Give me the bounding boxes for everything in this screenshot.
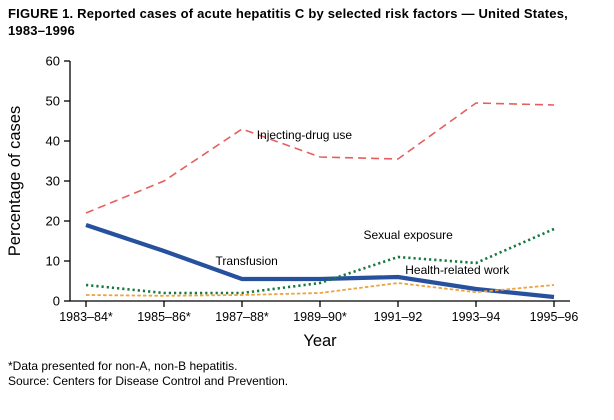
figure-title: FIGURE 1. Reported cases of acute hepati… [8,6,568,38]
x-tick-label: 1989–90* [293,310,347,324]
y-tick-label: 50 [46,94,60,109]
x-tick-label: 1993–94 [452,310,501,324]
y-tick-label: 40 [46,134,60,149]
series-annotation-transfusion: Transfusion [216,254,278,268]
y-tick-label: 10 [46,254,60,269]
x-tick-label: 1995–96 [530,310,579,324]
x-tick-label: 1987–88* [215,310,269,324]
footnotes: *Data presented for non-A, non-B hepatit… [8,359,288,389]
series-line-health-related-work [85,282,555,297]
x-tick-label: 1983–84* [59,310,113,324]
series-line-sexual-exposure [85,227,555,295]
series-line-transfusion [85,223,555,300]
y-tick-label: 60 [46,54,60,69]
y-tick-label: 20 [46,214,60,229]
hepatitis-line-chart: 0 10 20 30 40 50 60 1983–84* 1985–86* 1987–88* 198… [6,54,579,351]
y-tick-label: 0 [53,294,60,309]
series-annotation-health-related-work: Health-related work [405,263,510,277]
x-axis-label: Year [303,332,337,350]
footnote-source: Source: Centers for Disease Control and … [8,374,289,388]
footnote-data-note: *Data presented for non-A, non-B hepatit… [8,359,238,373]
y-tick-label: 30 [46,174,60,189]
x-tick-label: 1985–86* [137,310,191,324]
y-axis-label: Percentage of cases [6,106,24,256]
series-line-injecting-drug-use [85,102,555,214]
series-annotation-injecting-drug-use: Injecting-drug use [257,128,353,142]
x-tick-label: 1991–92 [374,310,423,324]
series-annotation-sexual-exposure: Sexual exposure [363,228,453,242]
